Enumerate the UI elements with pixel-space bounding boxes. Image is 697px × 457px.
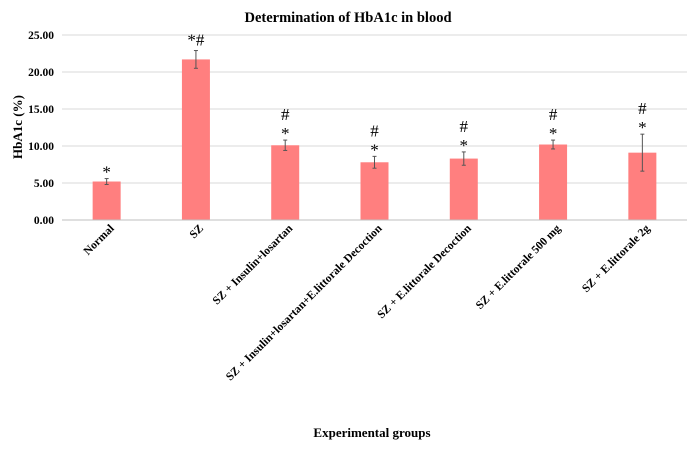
error-bars <box>104 50 645 185</box>
y-tick-label: 25.00 <box>28 30 54 42</box>
x-tick-label: SZ + E.littorale Decoction <box>375 222 474 321</box>
significance-annotations: **##* #*#*#*#* <box>102 31 647 182</box>
bar <box>92 181 121 220</box>
y-tick-label: 15.00 <box>28 104 54 116</box>
y-axis-title: HbA1c (%) <box>10 95 25 159</box>
significance-label: * <box>549 124 558 143</box>
bars <box>92 59 657 220</box>
significance-label: # <box>638 99 647 118</box>
bar <box>360 162 389 220</box>
significance-label: # <box>460 117 469 136</box>
x-tick-label: SZ + Insulin+losartan <box>211 222 296 307</box>
significance-label: *# <box>187 31 205 50</box>
x-tick-label: Normal <box>82 223 117 258</box>
significance-label: # <box>549 105 558 124</box>
significance-label: * <box>638 118 647 137</box>
x-tick-label: SZ + Insulin+losartan+E.littorale Decoct… <box>224 222 385 383</box>
x-tick-label: SZ <box>188 222 207 241</box>
x-tick-label: SZ + E.littorale 2g <box>580 222 652 294</box>
x-tick-label: SZ + E.littorale 500 mg <box>474 222 563 311</box>
significance-label: * <box>102 163 111 182</box>
y-tick-label: 5.00 <box>34 178 54 190</box>
significance-label: # <box>370 121 379 140</box>
y-tick-label: 20.00 <box>28 67 54 79</box>
y-tick-label: 10.00 <box>28 141 54 153</box>
significance-label: # <box>281 105 290 124</box>
significance-label: * <box>460 136 469 155</box>
y-tick-label: 0.00 <box>34 215 54 227</box>
significance-label: * <box>281 124 290 143</box>
grid-lines <box>62 34 687 184</box>
bar <box>449 158 478 220</box>
bar <box>181 59 210 220</box>
bar <box>271 145 300 220</box>
y-axis-ticks: 0.00 5.00 10.00 15.00 20.00 25.00 <box>28 30 54 227</box>
bar <box>539 144 568 220</box>
significance-label: * <box>370 140 379 159</box>
x-axis-title: Experimental groups <box>313 425 430 440</box>
chart-title: Determination of HbA1c in blood <box>244 10 451 26</box>
